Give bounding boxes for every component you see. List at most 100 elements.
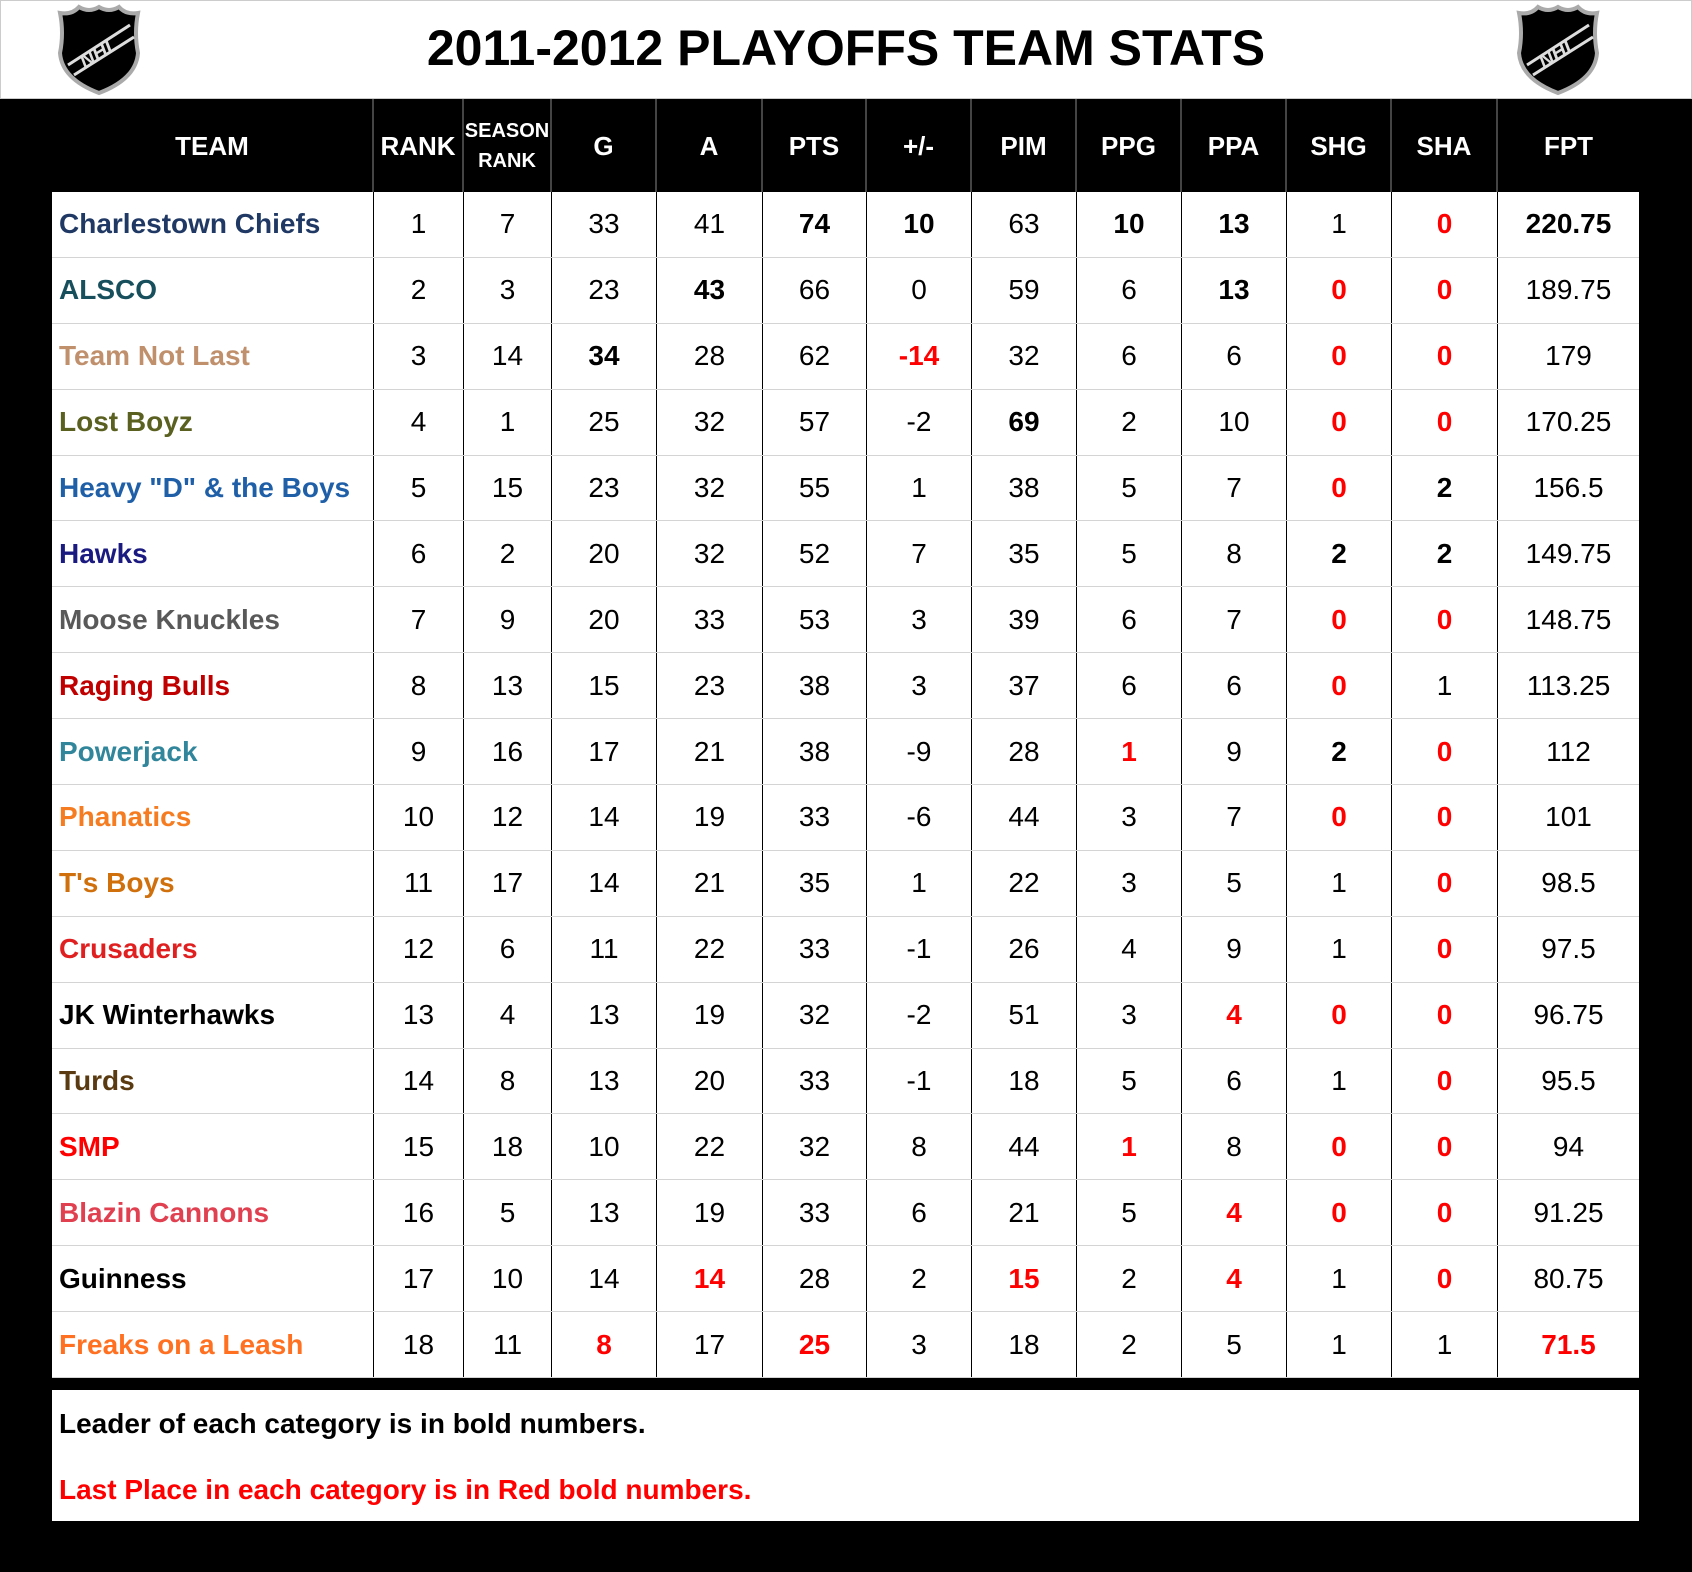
stat-cell: 41: [657, 192, 763, 257]
stat-cell: 22: [972, 850, 1077, 916]
stat-cell: 71.5: [1541, 1328, 1596, 1360]
stat-cell: 59: [972, 257, 1077, 323]
stat-cell: 0: [1392, 719, 1498, 785]
stat-cell: 8: [374, 653, 464, 719]
stat-cell: 32: [972, 323, 1077, 389]
table-row: Moose Knuckles 7 9 20 33 53 3 39 6 7 0 0 148.75: [52, 587, 1639, 654]
table-row: Heavy "D" & the Boys 5 15 23 32 55 1 38 5 7 0 2 156.…: [52, 455, 1639, 522]
stat-cell: 21: [657, 719, 763, 785]
stat-cell: 0: [1392, 257, 1498, 323]
stat-cell: 13: [552, 982, 657, 1048]
column-header: PPG: [1077, 99, 1182, 192]
stat-cell: 25: [763, 1312, 867, 1378]
stat-cell: 13: [374, 982, 464, 1048]
stat-cell: 98.5: [1541, 867, 1596, 899]
stat-cell: 3: [867, 653, 972, 719]
team-name: Charlestown Chiefs: [52, 192, 374, 257]
stat-cell: 2: [1392, 455, 1498, 521]
stat-cell: 5: [1182, 850, 1287, 916]
stat-cell: 12: [374, 916, 464, 982]
stat-cell: 14: [657, 1246, 763, 1312]
table-row: Team Not Last 3 14 34 28 62 -14 32 6 6 0 0 179: [52, 323, 1639, 390]
stat-cell: 5: [1077, 455, 1182, 521]
column-header: TEAM: [52, 99, 374, 192]
stat-cell: 189.75: [1525, 274, 1612, 306]
stat-cell: 2: [1077, 1312, 1182, 1378]
stat-cell: 7: [1182, 785, 1287, 850]
stat-cell: 23: [552, 455, 657, 521]
team-name: Freaks on a Leash: [52, 1312, 374, 1378]
column-header: A: [657, 99, 763, 192]
column-header: PTS: [763, 99, 867, 192]
table-row: Hawks 6 2 20 32 52 7 35 5 8 2 2 149.75: [52, 521, 1639, 588]
stat-cell: 0: [1392, 1114, 1498, 1180]
stat-cell: 97.5: [1541, 933, 1596, 965]
column-header: SHG: [1287, 99, 1392, 192]
stat-cell: 4: [374, 389, 464, 455]
stat-cell: 3: [464, 257, 552, 323]
stat-cell: -9: [867, 719, 972, 785]
stat-cell: 13: [552, 1180, 657, 1246]
stat-cell: 148.75: [1525, 603, 1612, 635]
stat-cell: 5: [1077, 521, 1182, 587]
last-place-note: Last Place in each category is in Red bo…: [59, 1474, 752, 1505]
stat-cell: 51: [972, 982, 1077, 1048]
stat-cell: 0: [1392, 323, 1498, 389]
stat-cell: 6: [374, 521, 464, 587]
stat-cell: 16: [464, 719, 552, 785]
stat-cell: 8: [1182, 521, 1287, 587]
stat-cell: 80.75: [1533, 1262, 1604, 1294]
stat-cell: 19: [657, 1180, 763, 1246]
stat-cell: 8: [1182, 1114, 1287, 1180]
stat-cell: 1: [1077, 1114, 1182, 1180]
stat-cell: 5: [464, 1180, 552, 1246]
stat-cell: -14: [867, 323, 972, 389]
stat-cell: 1: [1287, 850, 1392, 916]
stat-cell: 14: [552, 785, 657, 850]
stat-cell: 10: [1182, 389, 1287, 455]
stat-cell: 35: [972, 521, 1077, 587]
stat-cell: 1: [464, 389, 552, 455]
stat-cell: 74: [763, 192, 867, 257]
stat-cell: 33: [763, 785, 867, 850]
stat-cell: 10: [552, 1114, 657, 1180]
column-header: FPT: [1543, 130, 1594, 161]
stat-cell: 6: [1182, 653, 1287, 719]
stat-cell: 9: [464, 587, 552, 653]
stat-cell: 32: [763, 982, 867, 1048]
stat-cell: 28: [763, 1246, 867, 1312]
stat-cell: 33: [763, 916, 867, 982]
stat-cell: 16: [374, 1180, 464, 1246]
stat-cell: 5: [374, 455, 464, 521]
stat-cell: 10: [374, 785, 464, 850]
stat-cell: 1: [1287, 1312, 1392, 1378]
stat-cell: 101: [1545, 801, 1592, 833]
team-name: Turds: [52, 1048, 374, 1114]
team-name: Blazin Cannons: [52, 1180, 374, 1246]
stat-cell: 32: [657, 521, 763, 587]
stat-cell: 2: [1287, 521, 1392, 587]
stat-cell: 15: [552, 653, 657, 719]
stat-cell: 0: [1392, 587, 1498, 653]
stat-cell: 62: [763, 323, 867, 389]
table-row: Charlestown Chiefs 1 7 33 41 74 10 63 10 13 1 0 220.…: [52, 192, 1639, 258]
stat-cell: 9: [374, 719, 464, 785]
column-header: RANK: [374, 99, 464, 192]
stat-cell: 7: [1182, 587, 1287, 653]
nhl-logo-icon: NHL: [57, 4, 141, 96]
team-name: JK Winterhawks: [52, 982, 374, 1048]
stat-cell: 0: [1392, 192, 1498, 257]
table-header: TEAM RANK SEASON RANK G A PTS +/- PIM PPG PPA SHG S…: [52, 99, 1639, 192]
stat-cell: 44: [972, 785, 1077, 850]
stat-cell: 0: [1287, 389, 1392, 455]
stat-cell: 0: [1287, 653, 1392, 719]
stat-cell: 8: [867, 1114, 972, 1180]
stat-cell: 0: [1287, 982, 1392, 1048]
team-name: Crusaders: [52, 916, 374, 982]
table-row: Freaks on a Leash 18 11 8 17 25 3 18 2 5 1 1 71.5: [52, 1312, 1639, 1379]
stat-cell: 6: [1182, 1048, 1287, 1114]
stat-cell: 2: [1077, 389, 1182, 455]
stat-cell: 96.75: [1533, 999, 1604, 1031]
table-row: T's Boys 11 17 14 21 35 1 22 3 5 1 0 98.5: [52, 850, 1639, 917]
stat-cell: 9: [1182, 719, 1287, 785]
